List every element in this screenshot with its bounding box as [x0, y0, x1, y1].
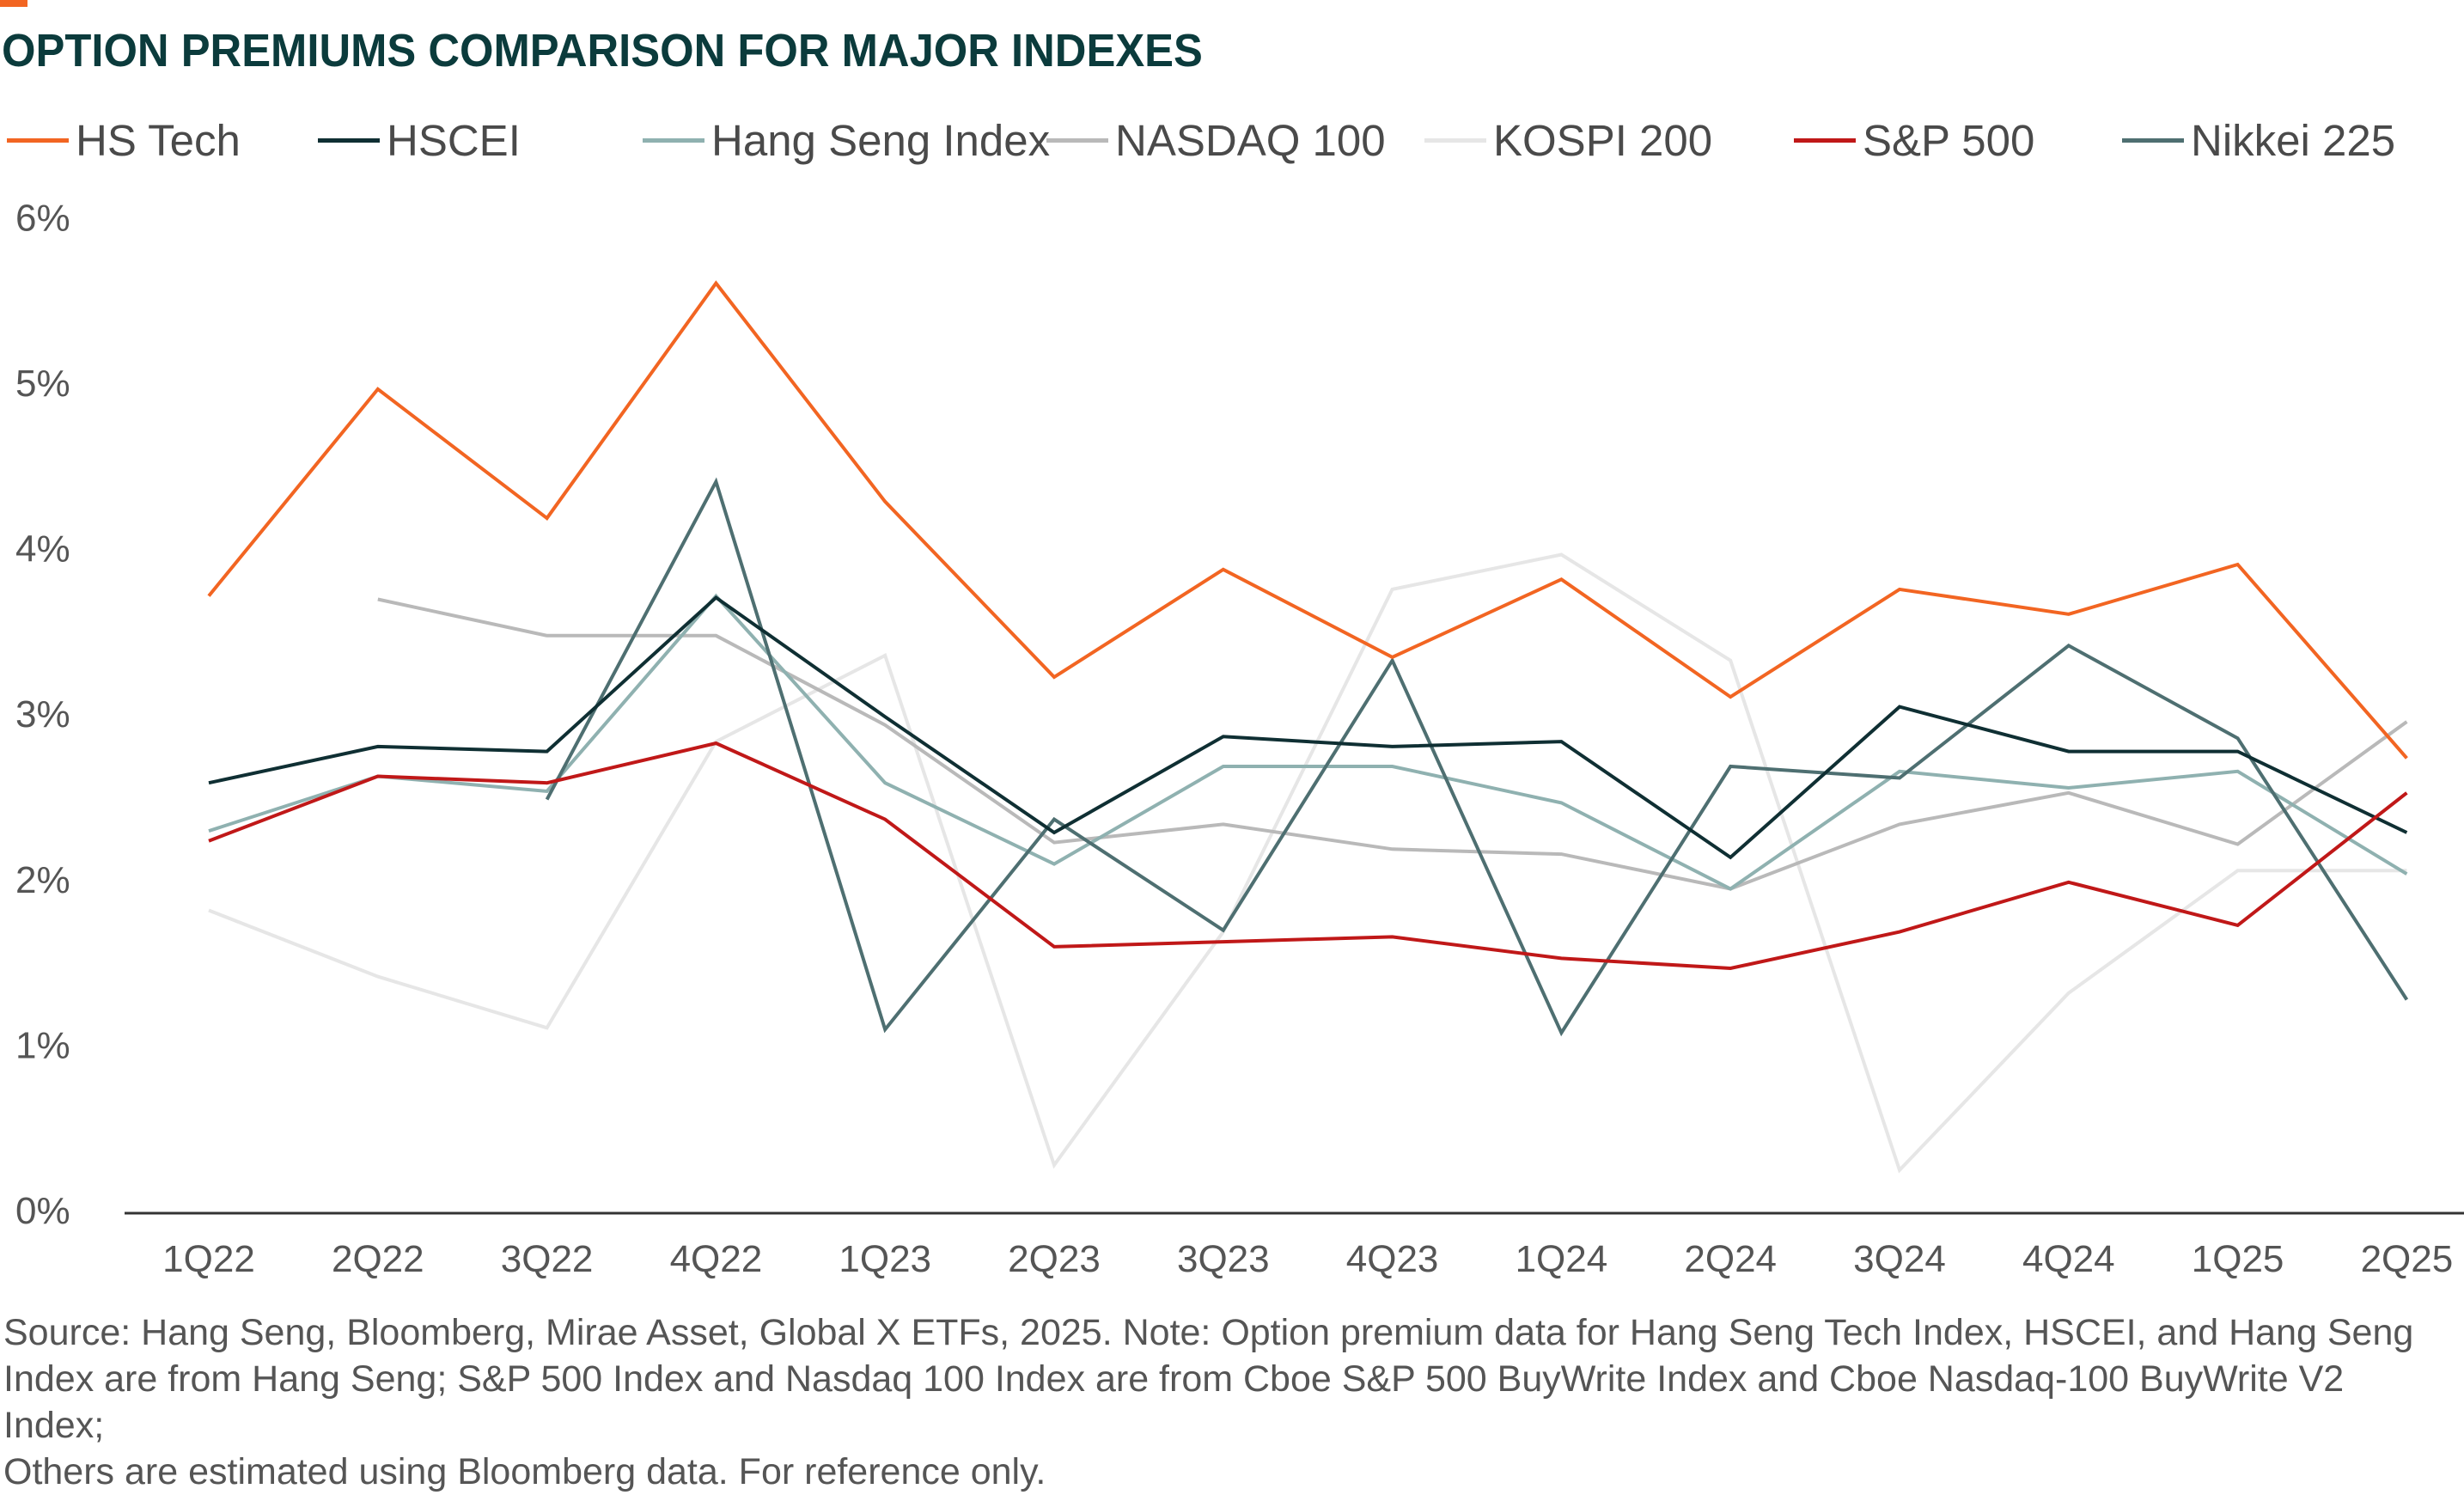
series-line-hs-tech — [207, 280, 2408, 760]
series-line-hang-seng-index — [208, 593, 2408, 891]
y-tick-label: 6% — [15, 197, 70, 239]
x-tick-label: 2Q25 — [2361, 1238, 2454, 1280]
y-tick-label: 3% — [15, 693, 70, 735]
x-tick-label: 1Q25 — [2192, 1238, 2284, 1280]
legend-swatch — [1794, 137, 1856, 143]
legend-item-hang-seng-index: Hang Seng Index — [643, 110, 1050, 170]
x-tick-label: 2Q23 — [1008, 1238, 1101, 1280]
x-tick-label: 2Q22 — [332, 1238, 424, 1280]
y-tick-label: 1% — [15, 1024, 70, 1066]
series-line-nasdaq-100 — [377, 597, 2408, 891]
legend-swatch — [2122, 137, 2184, 143]
y-tick-label: 5% — [15, 363, 70, 405]
series-line-hscei — [208, 595, 2408, 860]
legend-label: Nikkei 225 — [2191, 115, 2396, 165]
x-tick-label: 3Q22 — [501, 1238, 594, 1280]
x-tick-label: 4Q24 — [2022, 1238, 2115, 1280]
title-accent-bar — [0, 0, 27, 7]
legend-label: HS Tech — [76, 115, 241, 165]
x-tick-label: 1Q24 — [1516, 1238, 1608, 1280]
x-tick-label: 2Q24 — [1684, 1238, 1777, 1280]
legend-swatch — [7, 137, 69, 143]
x-tick-label: 1Q23 — [839, 1238, 931, 1280]
legend-item-kospi-200: KOSPI 200 — [1424, 110, 1712, 170]
legend-label: HSCEI — [387, 115, 521, 165]
legend-label: NASDAQ 100 — [1115, 115, 1386, 165]
legend-label: KOSPI 200 — [1493, 115, 1713, 165]
y-tick-label: 2% — [15, 859, 70, 901]
y-tick-label: 0% — [15, 1190, 70, 1232]
legend-swatch — [318, 137, 380, 143]
legend-item-s-p-500: S&P 500 — [1794, 110, 2034, 170]
legend-item-nikkei-225: Nikkei 225 — [2122, 110, 2395, 170]
line-chart: 0% 1% 2% 3% 4% 5% 6% 1Q22 2Q22 3Q22 4Q22 1Q23 2Q23 3Q… — [15, 197, 2464, 1280]
legend-swatch — [643, 137, 704, 143]
legend-item-hscei: HSCEI — [318, 110, 521, 170]
x-tick-label: 4Q22 — [670, 1238, 763, 1280]
x-tick-label: 1Q22 — [162, 1238, 255, 1280]
footnote-line-2: Index are from Hang Seng; S&P 500 Index … — [3, 1358, 2345, 1446]
series-line-s-p-500 — [208, 741, 2408, 971]
y-tick-label: 4% — [15, 528, 70, 571]
chart-title: OPTION PREMIUMS COMPARISON FOR MAJOR IND… — [2, 25, 1203, 76]
footnote-line-1: Source: Hang Seng, Bloomberg, Mirae Asse… — [3, 1312, 2414, 1353]
legend-label: S&P 500 — [1863, 115, 2035, 165]
legend-item-hs-tech: HS Tech — [7, 110, 241, 170]
legend-swatch — [1424, 137, 1486, 143]
legend-item-nasdaq-100: NASDAQ 100 — [1046, 110, 1386, 170]
legend-label: Hang Seng Index — [711, 115, 1051, 165]
source-footnote: Source: Hang Seng, Bloomberg, Mirae Asse… — [3, 1309, 2452, 1495]
series-line-nikkei-225 — [545, 477, 2409, 1037]
x-tick-label: 3Q24 — [1853, 1238, 1946, 1280]
series-line-kospi-200 — [208, 552, 2407, 1174]
chart-legend: HS Tech HSCEI Hang Seng Index NASDAQ 100 KOS… — [7, 110, 2455, 170]
legend-swatch — [1046, 137, 1108, 143]
footnote-line-3: Others are estimated using Bloomberg dat… — [3, 1451, 1046, 1492]
x-tick-label: 3Q23 — [1177, 1238, 1270, 1280]
x-tick-label: 4Q23 — [1346, 1238, 1439, 1280]
